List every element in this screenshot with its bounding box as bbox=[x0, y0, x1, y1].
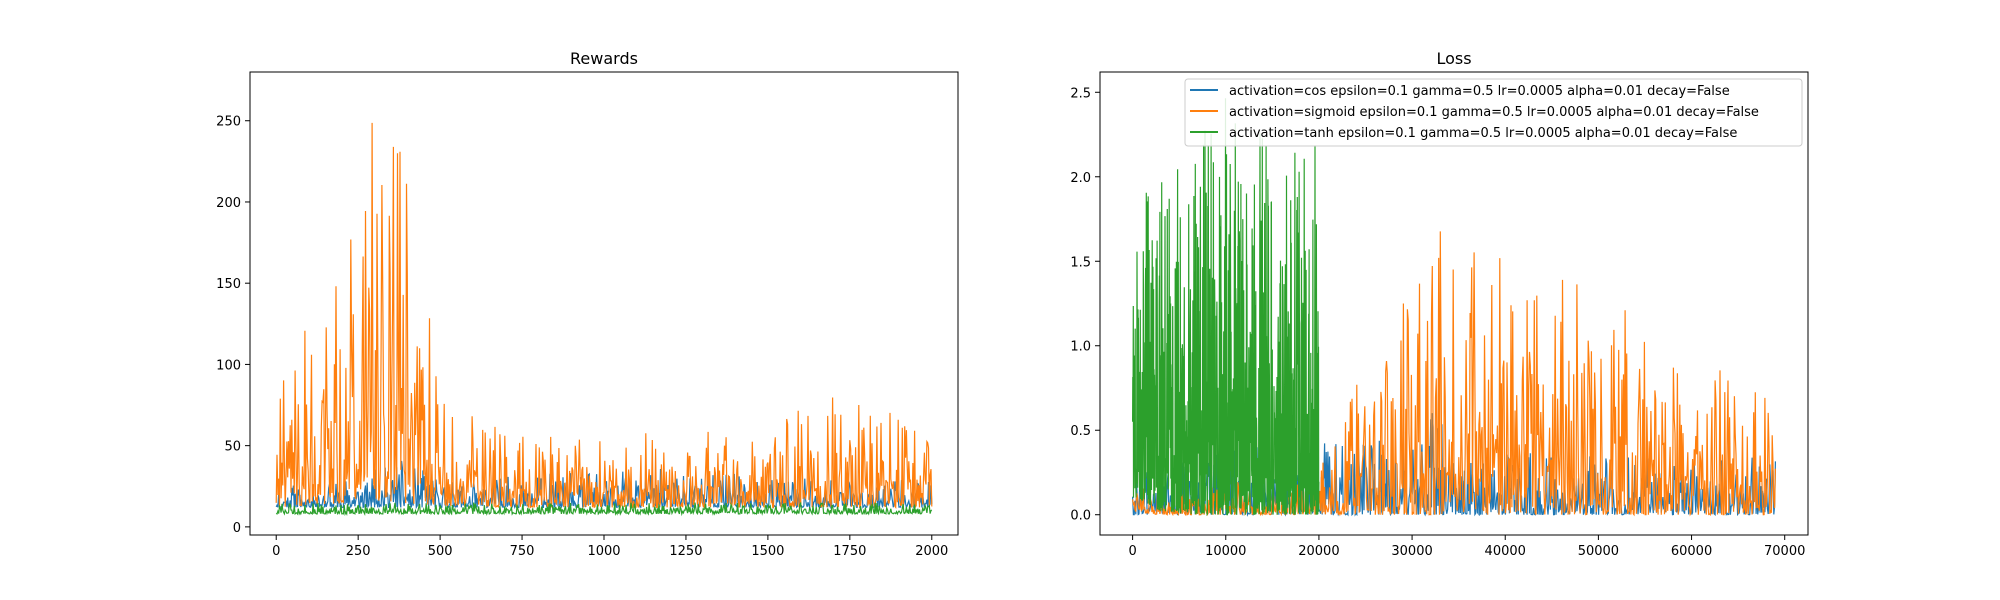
rewards-x-tick-label: 1250 bbox=[669, 544, 702, 559]
loss-y-tick-label: 0.0 bbox=[1070, 509, 1091, 524]
legend-label-tanh: activation=tanh epsilon=0.1 gamma=0.5 lr… bbox=[1229, 126, 1737, 141]
rewards-y-tick-label: 0 bbox=[233, 521, 241, 536]
loss-series-group bbox=[1132, 98, 1776, 517]
rewards-x-tick-label: 1500 bbox=[751, 544, 784, 559]
loss-x-ticks: 0 10000 20000 30000 40000 50000 60000 70000 bbox=[1128, 535, 1805, 559]
loss-x-tick-label: 70000 bbox=[1764, 544, 1805, 559]
rewards-x-tick-label: 500 bbox=[428, 544, 453, 559]
loss-x-tick-label: 40000 bbox=[1485, 544, 1526, 559]
loss-subplot: Loss 0 10000 20000 30000 40000 50000 60000 7000… bbox=[1070, 49, 1809, 559]
rewards-series-line-2 bbox=[275, 501, 933, 517]
rewards-x-tick-label: 750 bbox=[510, 544, 535, 559]
loss-x-tick-label: 0 bbox=[1128, 544, 1136, 559]
legend-label-sigmoid: activation=sigmoid epsilon=0.1 gamma=0.5… bbox=[1229, 105, 1759, 120]
loss-x-tick-label: 10000 bbox=[1205, 544, 1246, 559]
rewards-y-tick-label: 250 bbox=[216, 115, 241, 130]
loss-y-tick-label: 2.0 bbox=[1070, 171, 1091, 186]
rewards-x-tick-label: 2000 bbox=[915, 544, 948, 559]
legend-label-cos: activation=cos epsilon=0.1 gamma=0.5 lr=… bbox=[1229, 84, 1730, 99]
loss-title: Loss bbox=[1436, 49, 1471, 68]
legend-box bbox=[1184, 78, 1803, 147]
loss-x-tick-label: 20000 bbox=[1298, 544, 1339, 559]
loss-y-tick-label: 1.5 bbox=[1070, 255, 1091, 270]
rewards-title: Rewards bbox=[570, 49, 638, 68]
rewards-x-tick-label: 0 bbox=[272, 544, 280, 559]
rewards-x-ticks: 0 250 500 750 1000 1250 1500 1750 2000 bbox=[272, 535, 948, 559]
loss-y-tick-label: 2.5 bbox=[1070, 86, 1091, 101]
rewards-y-tick-label: 50 bbox=[224, 440, 241, 455]
loss-y-tick-label: 1.0 bbox=[1070, 340, 1091, 355]
rewards-series-group bbox=[275, 122, 933, 517]
rewards-y-ticks: 0 50 100 150 200 250 bbox=[216, 115, 250, 536]
loss-axes-frame bbox=[1099, 71, 1809, 536]
rewards-x-tick-label: 250 bbox=[346, 544, 371, 559]
loss-x-tick-label: 50000 bbox=[1578, 544, 1619, 559]
loss-x-tick-label: 60000 bbox=[1671, 544, 1712, 559]
loss-series-line-1 bbox=[1132, 231, 1776, 517]
rewards-y-tick-label: 200 bbox=[216, 196, 241, 211]
loss-series-line-2 bbox=[1132, 98, 1320, 517]
loss-y-ticks: 0.0 0.5 1.0 1.5 2.0 2.5 bbox=[1070, 86, 1100, 524]
rewards-y-tick-label: 150 bbox=[216, 277, 241, 292]
loss-legend: activation=cos epsilon=0.1 gamma=0.5 lr=… bbox=[1184, 78, 1803, 147]
rewards-x-tick-label: 1000 bbox=[587, 544, 620, 559]
rewards-x-tick-label: 1750 bbox=[833, 544, 866, 559]
loss-y-tick-label: 0.5 bbox=[1070, 424, 1091, 439]
loss-x-tick-label: 30000 bbox=[1391, 544, 1432, 559]
rewards-y-tick-label: 100 bbox=[216, 358, 241, 373]
rewards-series-line-1 bbox=[275, 122, 933, 509]
rewards-subplot: Rewards 0 250 500 750 1000 1250 1500 1750 2000 0… bbox=[216, 49, 959, 559]
